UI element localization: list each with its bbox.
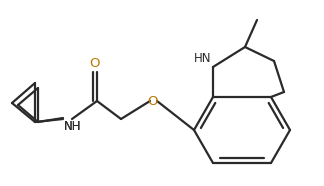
- Text: NH: NH: [64, 120, 82, 133]
- Text: HN: HN: [193, 52, 211, 65]
- Text: O: O: [148, 94, 158, 108]
- Text: NH: NH: [64, 120, 82, 133]
- Text: O: O: [90, 57, 100, 70]
